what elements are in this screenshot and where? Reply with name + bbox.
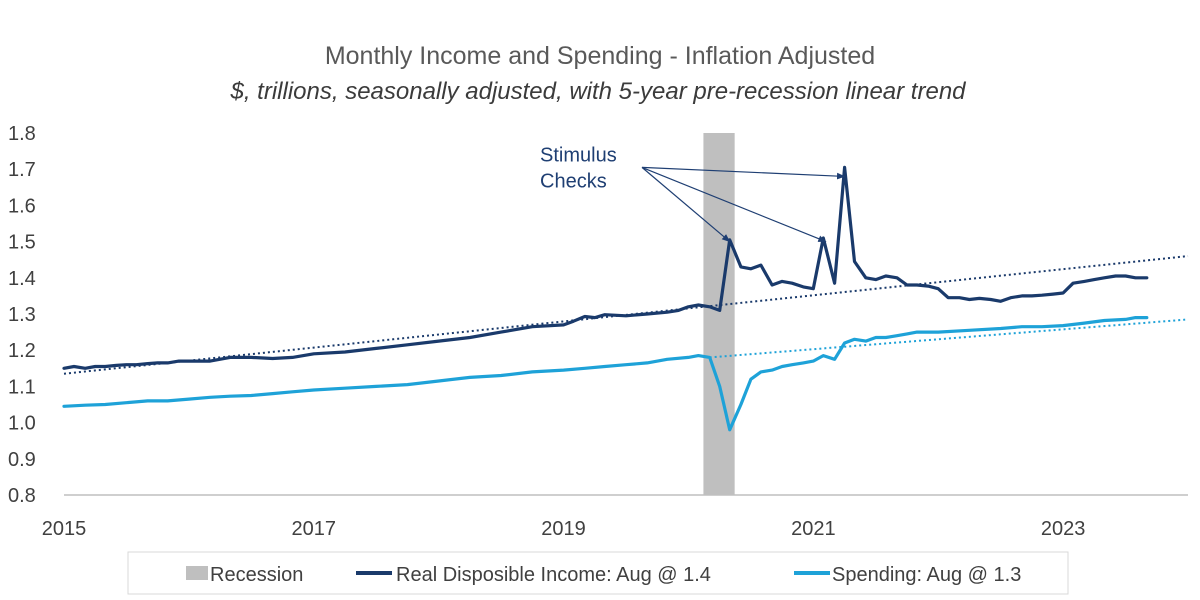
- y-tick-label: 1.6: [8, 195, 36, 217]
- spending-series-line: [62, 316, 1149, 432]
- legend-swatch-recession: [186, 566, 208, 580]
- legend-label-recession: Recession: [210, 564, 303, 586]
- legend-label-spending: Spending: Aug @ 1.3: [832, 564, 1021, 586]
- legend: Recession Real Disposible Income: Aug @ 1…: [127, 551, 1069, 595]
- annotation-arrow: [641, 166, 827, 243]
- income-series-line: [62, 165, 1149, 370]
- chart-subtitle: $, trillions, seasonally adjusted, with …: [229, 78, 966, 105]
- x-tick-label: 2019: [541, 518, 586, 540]
- y-tick-label: 1.3: [8, 304, 36, 326]
- legend-frame: [127, 551, 1069, 595]
- spending-trend-line: [709, 318, 1189, 359]
- y-tick-label: 1.8: [8, 123, 36, 145]
- y-tick-label: 1.2: [8, 340, 36, 362]
- y-tick-label: 0.8: [8, 485, 36, 507]
- chart-title: Monthly Income and Spending - Inflation …: [325, 42, 875, 70]
- x-tick-label: 2015: [42, 518, 87, 540]
- x-tick-label: 2023: [1041, 518, 1086, 540]
- y-tick-label: 0.9: [8, 449, 36, 471]
- annotation-arrow: [641, 166, 731, 243]
- annotation-label-line2: Checks: [540, 170, 607, 192]
- y-tick-label: 1.7: [8, 159, 36, 181]
- plot-area: 0.8 0.9 1.0 1.1 1.2 1.3 1.4 1.5 1.6 1.7 1.8 2015 201…: [8, 123, 1189, 540]
- y-tick-label: 1.5: [8, 232, 36, 254]
- annotation-arrow: [641, 166, 846, 180]
- recession-band: [703, 133, 735, 495]
- y-tick-label: 1.1: [8, 376, 36, 398]
- legend-label-income: Real Disposible Income: Aug @ 1.4: [396, 564, 711, 586]
- annotation-label-line1: Stimulus: [540, 144, 617, 166]
- x-tick-label: 2021: [791, 518, 836, 540]
- y-tick-label: 1.4: [8, 268, 36, 290]
- x-tick-label: 2017: [292, 518, 337, 540]
- y-tick-label: 1.0: [8, 413, 36, 435]
